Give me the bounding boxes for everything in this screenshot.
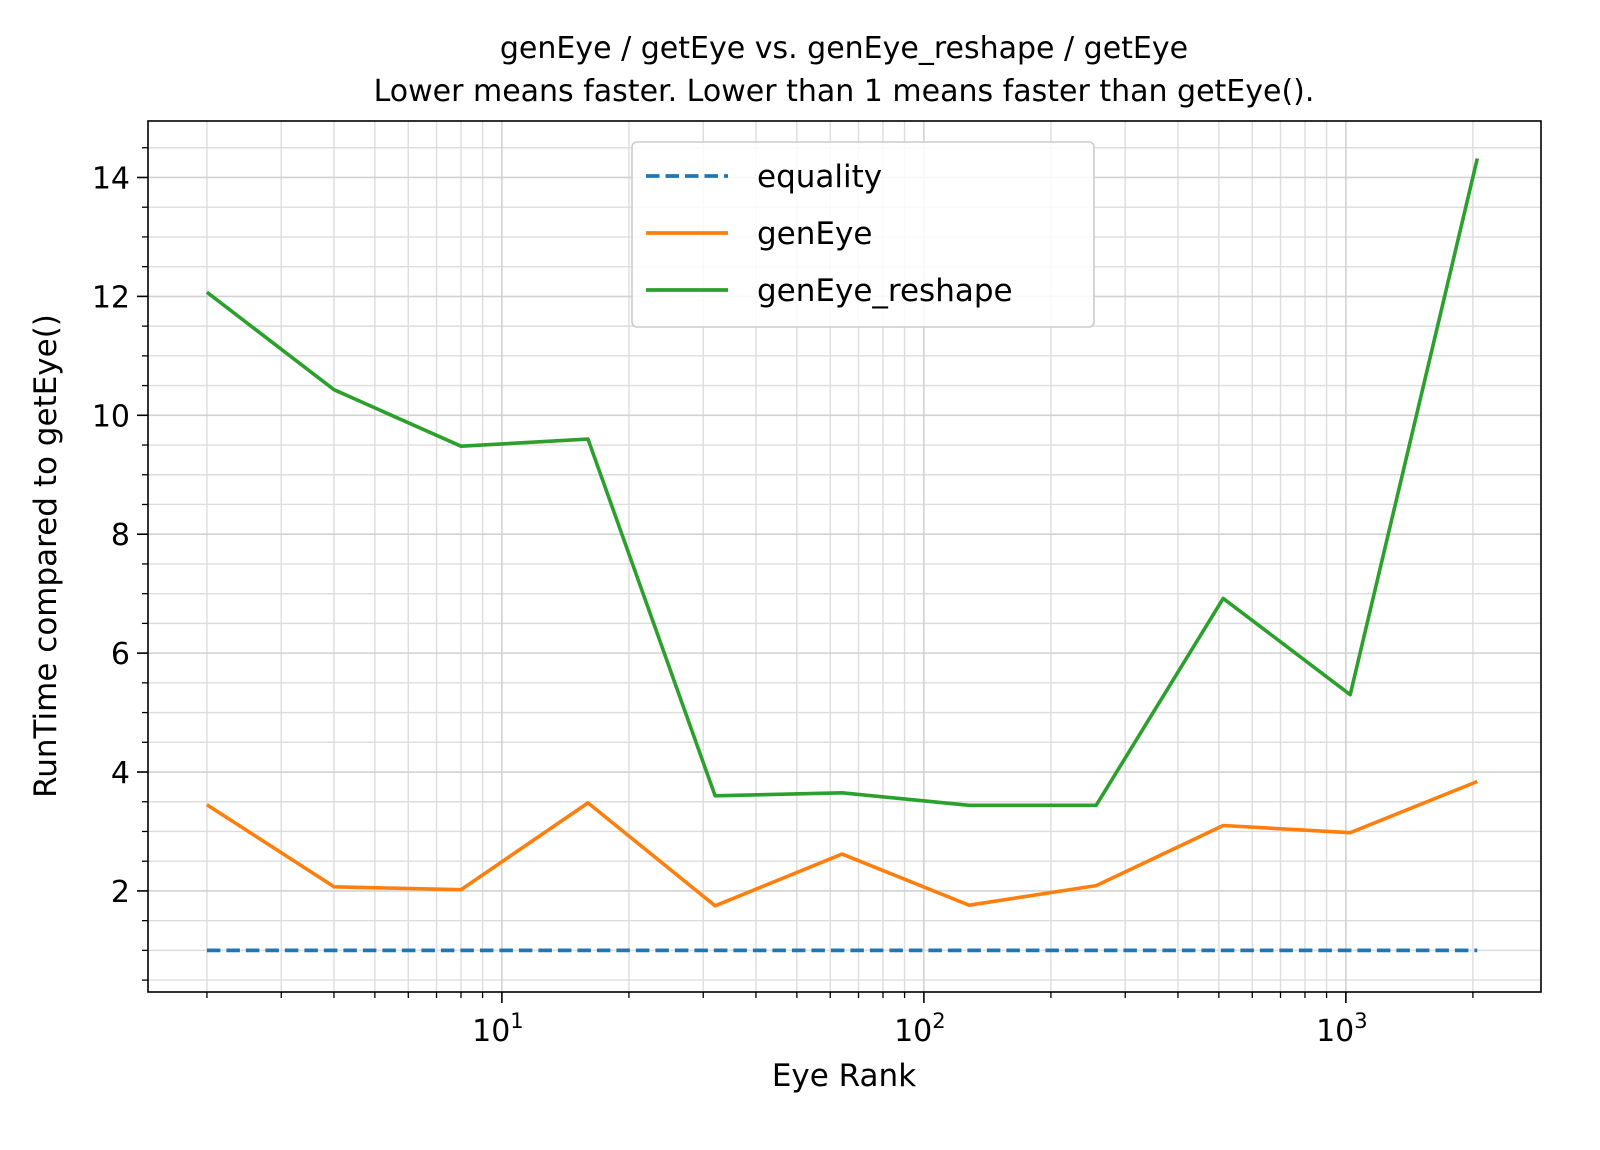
series-lines bbox=[205, 158, 1480, 953]
x-tick-label: 103 bbox=[1316, 1009, 1368, 1049]
legend: equality genEye genEye_reshape bbox=[631, 141, 1095, 328]
y-tick-label: 6 bbox=[111, 637, 130, 672]
series-line-genEye bbox=[205, 779, 1478, 908]
grid bbox=[148, 121, 1541, 992]
y-tick-label: 2 bbox=[111, 875, 130, 910]
legend-label-equality: equality bbox=[757, 159, 882, 195]
plot-frame bbox=[147, 120, 1542, 993]
legend-label-genEye-reshape: genEye_reshape bbox=[757, 273, 1013, 309]
y-tick-label: 8 bbox=[111, 518, 130, 553]
chart-title: genEye / getEye vs. genEye_reshape / get… bbox=[500, 31, 1188, 66]
y-tick-label: 10 bbox=[92, 399, 130, 434]
y-tick-label: 12 bbox=[92, 280, 130, 315]
x-axis-label: Eye Rank bbox=[772, 1058, 916, 1094]
legend-label-genEye: genEye bbox=[757, 216, 872, 252]
y-axis-label: RunTime compared to getEye() bbox=[28, 314, 64, 798]
chart-subtitle: Lower means faster. Lower than 1 means f… bbox=[374, 74, 1315, 109]
axis-ticks: 2 4 6 8 10 12 14 101 102 103 bbox=[92, 147, 1474, 1049]
y-tick-label: 4 bbox=[111, 756, 130, 791]
x-tick-label: 102 bbox=[894, 1009, 946, 1049]
y-tick-label: 14 bbox=[92, 161, 130, 196]
legend-box bbox=[631, 141, 1095, 328]
x-tick-label: 101 bbox=[472, 1009, 524, 1049]
series-line-genEye-reshape bbox=[205, 158, 1480, 808]
